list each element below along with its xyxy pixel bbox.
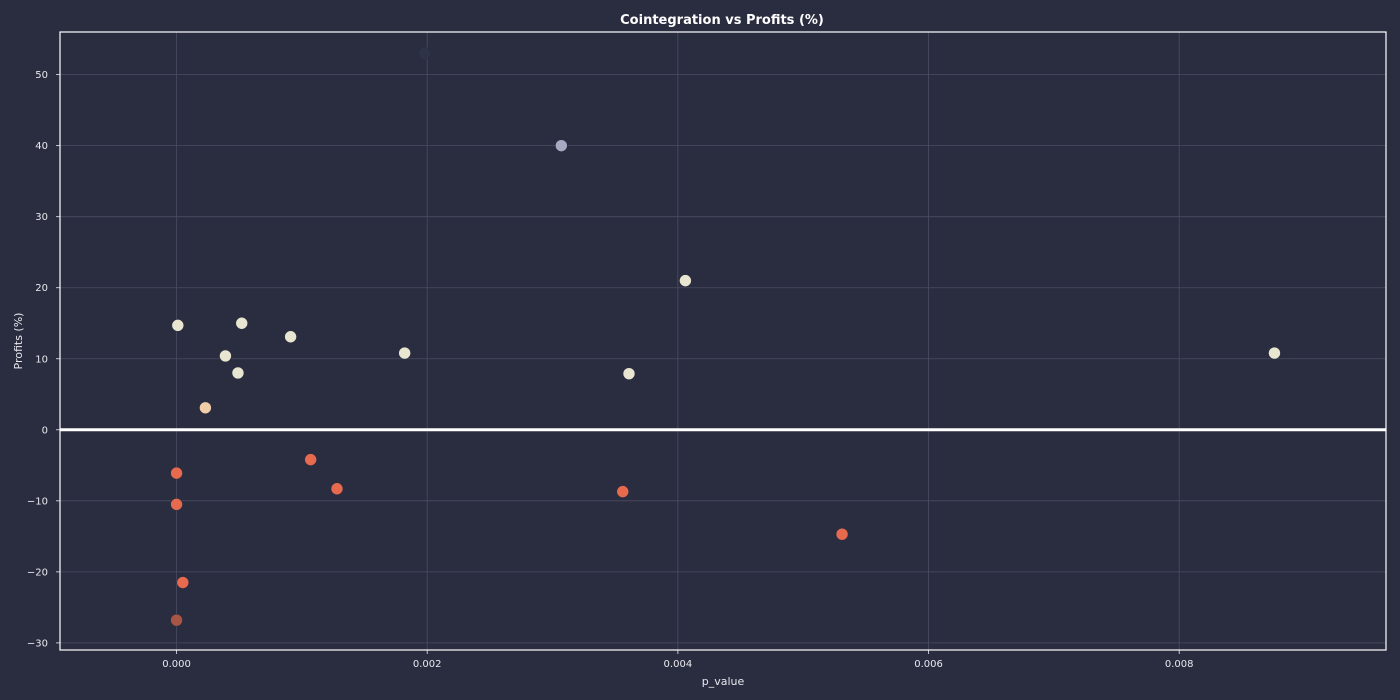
x-tick-label: 0.004 [664, 659, 693, 670]
y-tick-label: 40 [35, 141, 48, 152]
y-tick-label: 0 [42, 425, 48, 436]
data-point-19 [176, 576, 190, 589]
x-tick-label: 0.000 [162, 659, 191, 670]
chart-title: Cointegration vs Profits (%) [620, 13, 824, 28]
data-point-2 [555, 139, 568, 152]
data-point-15 [330, 482, 344, 496]
data-point-3 [679, 274, 692, 287]
y-tick-label: −20 [27, 567, 48, 578]
data-point-6 [284, 330, 297, 344]
y-tick-label: 30 [35, 212, 48, 223]
data-point-18 [835, 527, 849, 541]
y-axis-ticks: −30 −20 −10 0 10 20 30 40 50 [27, 70, 60, 649]
y-tick-label: −30 [27, 638, 48, 649]
y-tick-label: 20 [35, 283, 48, 294]
grid-lines [60, 32, 1386, 650]
data-point-5 [235, 316, 249, 330]
data-point-20 [170, 613, 183, 627]
data-point-8 [398, 346, 411, 360]
data-points [170, 47, 1281, 627]
data-point-17 [170, 498, 183, 511]
data-point-7 [219, 349, 232, 363]
data-point-9 [1268, 346, 1281, 360]
data-point-16 [616, 485, 630, 498]
x-tick-label: 0.008 [1165, 659, 1194, 670]
y-axis-label: Profits (%) [12, 313, 25, 370]
data-point-4 [171, 319, 185, 332]
data-point-13 [304, 453, 317, 466]
data-point-10 [231, 366, 245, 380]
y-tick-label: 50 [35, 70, 48, 81]
x-axis-label: p_value [702, 675, 745, 688]
plot-frame [59, 31, 1387, 651]
data-point-14 [170, 466, 183, 480]
data-point-11 [622, 367, 636, 380]
x-axis-ticks: 0.000 0.002 0.004 0.006 0.008 [162, 650, 1194, 670]
x-tick-label: 0.002 [413, 659, 442, 670]
data-point-12 [199, 401, 212, 415]
x-tick-label: 0.006 [914, 659, 943, 670]
data-point-1 [418, 47, 432, 60]
y-tick-label: −10 [27, 496, 48, 507]
y-tick-label: 10 [35, 354, 48, 365]
